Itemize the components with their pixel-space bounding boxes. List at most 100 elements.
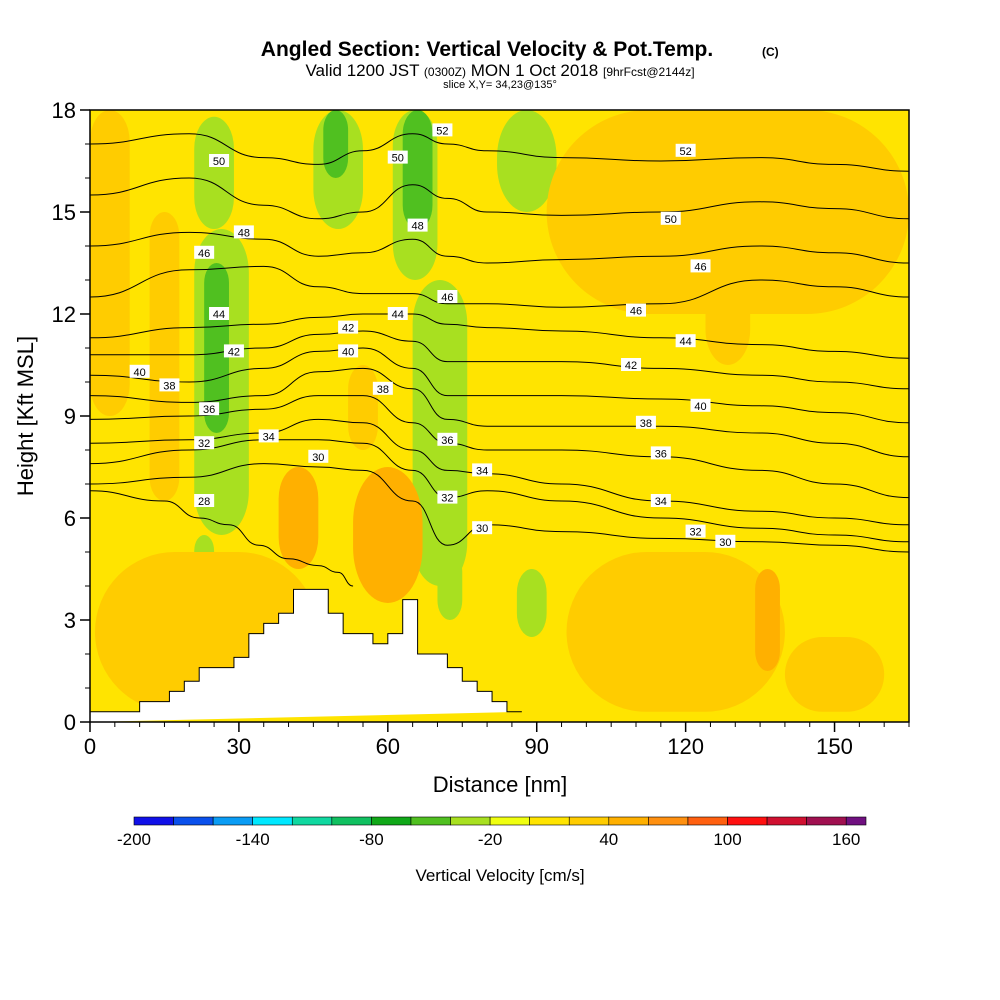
colorbar-swatch (450, 816, 491, 826)
contour-label-box (472, 463, 493, 477)
terrain (90, 588, 522, 722)
contour-label: 50 (213, 156, 225, 168)
contour-label-box (635, 415, 656, 429)
theta-contour-40 (90, 347, 909, 424)
contour-label: 34 (655, 496, 667, 508)
valid-utc: (0300Z) (424, 65, 466, 79)
colorbar-swatch (568, 816, 610, 826)
colorbar-label: Vertical Velocity [cm/s] (415, 866, 584, 885)
theta-contour-38 (90, 367, 909, 458)
colorbar-swatch (766, 816, 807, 826)
contour-label-box (437, 490, 458, 504)
x-tick-label: 30 (227, 734, 251, 759)
y-axis: 0 3 6 9 12 15 18 (52, 98, 90, 735)
contour-label-box (194, 494, 215, 507)
contour-label: 32 (689, 527, 701, 539)
colorbar-swatch (252, 816, 293, 826)
contour-label: 38 (163, 380, 175, 392)
contour-label: 40 (694, 401, 706, 413)
contour-label: 50 (665, 214, 677, 226)
contour-label-box (626, 303, 646, 317)
chart-title-suffix: (C) (762, 45, 779, 59)
velocity-cell (546, 110, 909, 314)
contour-label-box (690, 398, 711, 412)
contour-label-box (308, 449, 329, 463)
contour-label-box (258, 429, 279, 443)
colorbar-tick-label: -20 (478, 830, 503, 849)
colorbar-tick-label: -200 (117, 830, 151, 849)
contour-label: 46 (694, 261, 706, 273)
contour-label: 48 (238, 227, 250, 239)
contour-label: 46 (441, 292, 453, 304)
contour-label: 40 (342, 346, 354, 358)
contour-label-box (675, 334, 696, 348)
contour-label-box (675, 143, 696, 157)
theta-contour-46 (90, 265, 909, 308)
y-tick-label: 12 (52, 302, 76, 327)
contour-label: 42 (342, 323, 354, 335)
contour-label: 52 (436, 125, 448, 137)
contour-label: 46 (198, 248, 210, 260)
contour-label-box (715, 534, 736, 548)
plot-area: 52 52 50 50 50 48 48 46 46 46 46 44 44 44 42 42 42 40 40 40… (90, 110, 909, 722)
velocity-cell (516, 569, 547, 637)
contour-label: 40 (134, 367, 146, 379)
velocity-cell (358, 518, 403, 552)
contour-label: 38 (377, 384, 389, 396)
contour-label: 44 (680, 336, 692, 348)
contour-label-box (194, 245, 215, 259)
contour-label: 44 (213, 309, 225, 321)
contour-label: 42 (625, 360, 637, 372)
colorbar-swatch (133, 816, 174, 826)
colorbar-swatch (371, 816, 412, 826)
colorbar-tick-label: 40 (599, 830, 618, 849)
contour-label-box (199, 402, 220, 416)
contour-label-box (372, 381, 393, 395)
velocity-cell (402, 110, 433, 229)
velocity-cell (784, 637, 885, 712)
contour-label-box (685, 524, 706, 538)
contour-label-box (621, 358, 642, 371)
velocity-cell (149, 212, 180, 501)
theta-contour-32 (90, 439, 909, 543)
valid-time: Valid 1200 JST (305, 61, 419, 80)
colorbar: -200 -140 -80 -20 40 100 160 (117, 816, 867, 849)
contour-label: 34 (263, 431, 275, 443)
contour-label: 32 (198, 438, 210, 450)
x-tick-label: 120 (667, 734, 704, 759)
contour-label-box (223, 344, 244, 358)
contour-label: 34 (476, 465, 488, 477)
valid-date: MON 1 Oct 2018 (471, 61, 599, 80)
colorbar-swatch (212, 816, 254, 826)
contour-label: 44 (392, 309, 404, 321)
slice-info: slice X,Y= 34,23@135° (443, 79, 557, 91)
chart-title: Angled Section: Vertical Velocity & Pot.… (261, 38, 713, 61)
forecast-info: [9hrFcst@2144z] (603, 65, 695, 79)
theta-contour-44 (90, 313, 909, 359)
velocity-cell (497, 110, 557, 212)
contour-label-box (690, 259, 711, 273)
contour-label-box (159, 378, 180, 392)
contour-label-box (387, 150, 408, 164)
colorbar-swatch (173, 816, 214, 826)
x-tick-label: 90 (524, 734, 548, 759)
velocity-cell (323, 110, 349, 178)
colorbar-tick-label: -140 (236, 830, 270, 849)
x-axis-label: Distance [nm] (433, 772, 568, 797)
contour-label: 30 (476, 523, 488, 535)
colorbar-swatch (489, 816, 530, 826)
contour-label: 42 (228, 346, 240, 358)
contour-label-box (650, 446, 671, 460)
contour-label: 52 (680, 146, 692, 158)
contour-labels: 52 52 50 50 50 48 48 46 46 46 46 44 44 44 42 42 42 40 40 40… (129, 123, 736, 549)
contour-label-box (432, 123, 453, 137)
contour-label: 36 (441, 435, 453, 447)
velocity-cell (204, 263, 229, 433)
theta-contour-42 (90, 330, 909, 390)
contour-label: 30 (312, 452, 324, 464)
x-tick-label: 150 (816, 734, 853, 759)
colorbar-swatch (410, 816, 451, 826)
x-axis: 0 30 60 90 120 150 (84, 722, 910, 759)
contour-label: 50 (392, 153, 404, 165)
contour-label-box (209, 307, 230, 320)
